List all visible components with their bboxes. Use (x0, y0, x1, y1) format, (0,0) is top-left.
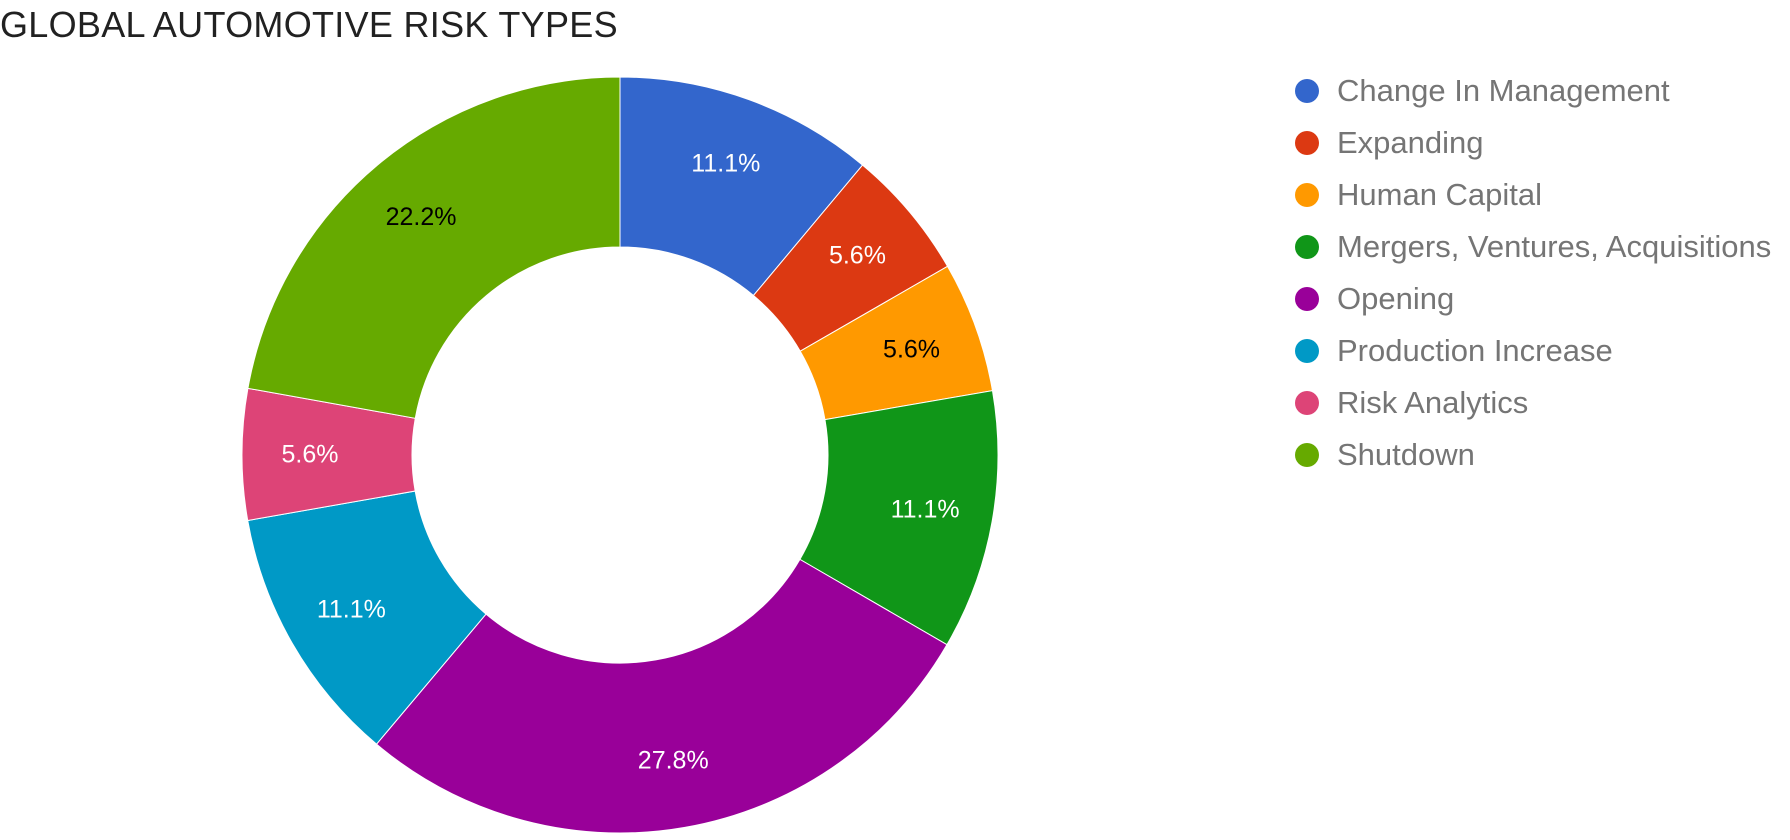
slice-label-change-in-management: 11.1% (691, 150, 760, 178)
legend-swatch-mergers-ventures-acquisitions (1295, 235, 1319, 259)
donut-chart: 11.1% 5.6% 5.6% 11.1% 27.8% 11.1% 5.6% 22.2% (241, 76, 999, 834)
legend-label-shutdown: Shutdown (1337, 437, 1475, 472)
slice-opening[interactable] (375, 558, 948, 834)
legend-label-mergers-ventures-acquisitions: Mergers, Ventures, Acquisitions (1337, 229, 1772, 264)
legend-swatch-opening (1295, 287, 1319, 311)
donut-slice-labels: 11.1% 5.6% 5.6% 11.1% 27.8% 11.1% 5.6% 22.2% (282, 150, 960, 775)
slice-label-shutdown: 22.2% (386, 203, 457, 231)
legend-label-risk-analytics: Risk Analytics (1337, 385, 1529, 420)
legend-swatch-risk-analytics (1295, 391, 1319, 415)
slice-label-opening: 27.8% (638, 746, 709, 774)
slice-shutdown[interactable] (247, 76, 621, 419)
slice-label-mergers-ventures-acquisitions: 11.1% (891, 496, 960, 524)
legend-label-opening: Opening (1337, 281, 1455, 316)
legend-label-change-in-management: Change In Management (1337, 73, 1670, 108)
chart-title: GLOBAL AUTOMOTIVE RISK TYPES (0, 4, 618, 45)
legend-swatch-change-in-management (1295, 79, 1319, 103)
legend-swatch-human-capital (1295, 183, 1319, 207)
legend-swatch-production-increase (1295, 339, 1319, 363)
legend-label-human-capital: Human Capital (1337, 177, 1543, 212)
slice-label-production-increase: 11.1% (317, 596, 386, 624)
legend-label-production-increase: Production Increase (1337, 333, 1613, 368)
legend-swatch-expanding (1295, 131, 1319, 155)
donut-slices (241, 76, 999, 834)
slice-label-risk-analytics: 5.6% (282, 441, 339, 469)
legend-swatch-shutdown (1295, 443, 1319, 467)
slice-label-expanding: 5.6% (829, 242, 886, 270)
legend-label-expanding: Expanding (1337, 125, 1484, 160)
slice-label-human-capital: 5.6% (883, 336, 940, 364)
